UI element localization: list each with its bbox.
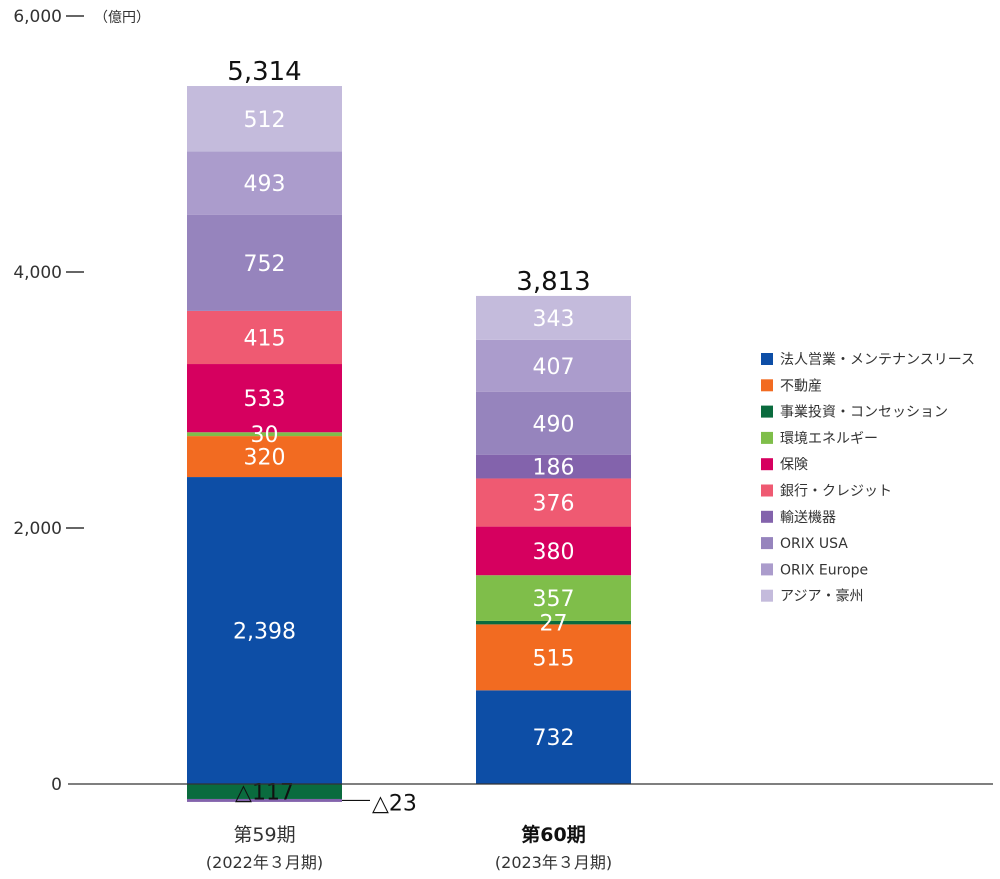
legend-label: 不動産: [780, 378, 822, 394]
bar-value-label: 533: [244, 387, 286, 412]
bar-total-label: 3,813: [516, 267, 590, 297]
legend-swatch: [761, 353, 773, 365]
bar-segment: [476, 624, 631, 691]
bar-segment: [187, 432, 342, 437]
y-tick-label: 6,000: [13, 7, 62, 27]
bar-value-label: 357: [533, 587, 575, 612]
legend-item: 銀行・クレジット: [761, 484, 892, 500]
bar-segment: [476, 620, 631, 625]
bar-value-label: 380: [533, 540, 575, 565]
bar-segment: [187, 86, 342, 152]
bar-value-label: 407: [533, 355, 575, 380]
bar-segment: [476, 454, 631, 479]
bar-value-label: 512: [244, 108, 286, 133]
bar-segment: [187, 214, 342, 311]
bar-value-label: 320: [244, 446, 286, 471]
bar-value-label: 490: [533, 412, 575, 437]
legend-swatch: [761, 589, 773, 602]
legend-swatch: [761, 563, 773, 576]
legend-label: アジア・豪州: [780, 589, 863, 605]
legend-label: 保険: [780, 457, 808, 473]
legend-swatch: [761, 379, 773, 392]
bar-segment: [476, 690, 631, 784]
bar-segment: [476, 391, 631, 455]
bar-value-label: △117: [235, 780, 294, 805]
y-tick-label: 2,000: [13, 519, 62, 539]
bar-segment: [476, 339, 631, 392]
bar-segment: [476, 575, 631, 621]
bar-segment: [187, 477, 342, 784]
legend-item: 保険: [761, 457, 808, 473]
bar-segment: [187, 151, 342, 215]
bar-segment: [476, 478, 631, 527]
legend-swatch: [761, 484, 773, 497]
bar-value-label: 30: [251, 423, 279, 448]
legend-label: 法人営業・メンテナンスリース: [780, 352, 975, 368]
legend-swatch: [761, 431, 773, 444]
legend-swatch: [761, 458, 773, 471]
bar-segment: [476, 526, 631, 576]
legend-item: 事業投資・コンセッション: [761, 405, 948, 421]
bar-value-label: 752: [244, 252, 286, 277]
bar-value-label: 376: [533, 492, 575, 517]
legend-label: 銀行・クレジット: [780, 484, 892, 500]
labels-layer: 2,398 320 △117 30 533 415 △23 752 493 512 5,314 第59…: [68, 57, 993, 872]
legend: 法人営業・メンテナンスリース不動産事業投資・コンセッション環境エネルギー保険銀行…: [761, 352, 975, 605]
legend-swatch: [761, 405, 773, 418]
legend-item: 不動産: [761, 378, 822, 394]
legend-label: 環境エネルギー: [780, 431, 878, 447]
bar-value-label: 186: [533, 456, 575, 481]
legend-item: アジア・豪州: [761, 589, 863, 605]
axis-layer: 6,000 4,000 2,000 0 （億円）: [13, 7, 150, 795]
bar-segment: [187, 310, 342, 365]
bar-segment: [187, 798, 342, 802]
legend-item: 輸送機器: [761, 510, 836, 526]
category-sublabel: (2022年３月期): [206, 853, 323, 872]
bar-value-label: △23: [372, 791, 417, 816]
bar-value-label: 515: [533, 646, 575, 671]
legend-label: 事業投資・コンセッション: [780, 405, 948, 421]
bar-total-label: 5,314: [227, 57, 301, 87]
bar-segment: [187, 364, 342, 433]
legend-item: 法人営業・メンテナンスリース: [761, 352, 975, 368]
category-label: 第60期: [521, 823, 585, 846]
y-tick-label: 0: [51, 775, 62, 795]
bar-value-label: 415: [244, 326, 286, 351]
legend-label: ORIX USA: [780, 536, 848, 552]
category-label: 第59期: [233, 824, 295, 846]
bar-segment: [187, 784, 342, 799]
bar-value-label: 493: [244, 172, 286, 197]
bar-value-label: 343: [533, 307, 575, 332]
category-sublabel: (2023年３月期): [495, 853, 612, 872]
bar-segment: [476, 295, 631, 340]
legend-item: 環境エネルギー: [761, 431, 878, 447]
legend-item: ORIX USA: [761, 536, 848, 552]
legend-label: 輸送機器: [780, 510, 836, 526]
bar-value-label: 27: [540, 612, 568, 637]
legend-label: ORIX Europe: [780, 562, 868, 578]
bar-segment: [187, 436, 342, 478]
y-tick-label: 4,000: [13, 263, 62, 283]
legend-swatch: [761, 510, 773, 523]
legend-item: ORIX Europe: [761, 562, 868, 578]
bar-value-label: 732: [533, 726, 575, 751]
bar-value-label: 2,398: [233, 620, 296, 645]
bars-layer: [187, 86, 631, 802]
y-axis-unit: （億円）: [94, 10, 150, 26]
legend-swatch: [761, 537, 773, 550]
